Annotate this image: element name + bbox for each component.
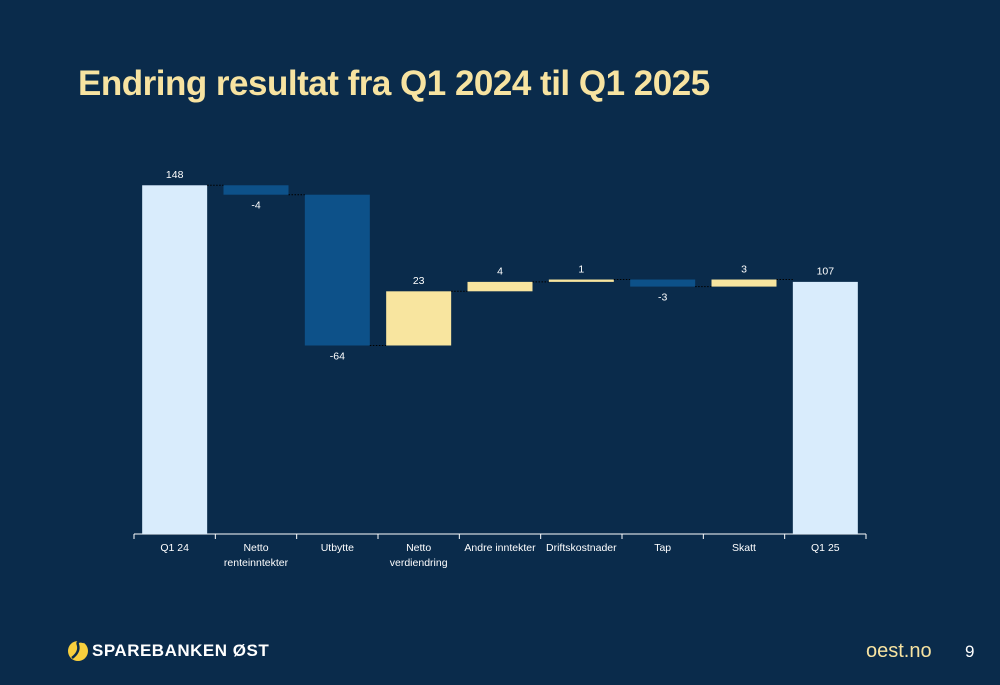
data-label: -3 [658,291,667,303]
data-label: 23 [413,275,425,287]
data-label: 107 [817,266,835,278]
bar [630,279,696,287]
chart-title: Endring resultat fra Q1 2024 til Q1 2025 [78,64,710,103]
bar [711,279,777,287]
bar [304,194,370,346]
data-label: -4 [251,199,260,211]
bar [792,281,858,534]
bar [386,291,452,346]
logo-swoosh [71,640,85,659]
x-tick-label: Skatt [732,542,756,554]
x-tick-label: Q1 24 [160,542,189,554]
bar [467,281,533,292]
page-number: 9 [965,642,975,661]
bar [142,185,208,534]
x-tick-label: Andre inntekter [464,542,536,554]
brand: SPAREBANKEN ØST [92,641,270,660]
bar [223,185,289,195]
data-label: 4 [497,266,503,278]
data-label: -64 [330,350,345,362]
x-tick-label: Netto renteinntekter [223,542,289,569]
data-label: 3 [741,263,747,275]
url: oest.no [866,640,932,662]
x-tick-label: Driftskostnader [546,542,617,554]
bar [548,279,614,282]
data-label: 1 [578,263,584,275]
x-tick-label: Netto verdiendring [389,542,448,569]
x-tick-label: Q1 25 [811,542,840,554]
data-label: 148 [166,169,184,181]
x-tick-label: Tap [654,542,672,554]
x-tick-label: Utbytte [320,542,354,554]
